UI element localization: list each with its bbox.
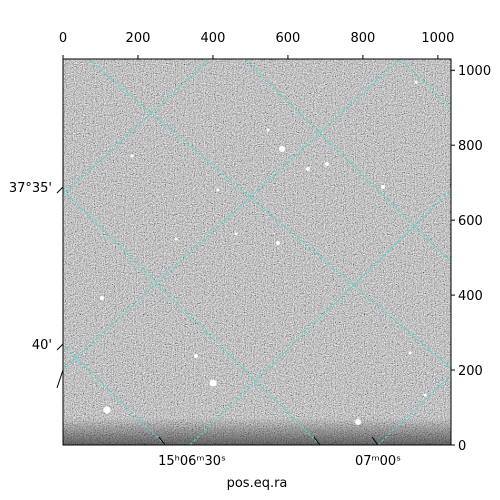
- y-tick-label: 600: [458, 214, 483, 229]
- y-tick-label: 0: [458, 439, 466, 454]
- edge-shade: [63, 59, 451, 445]
- y-tick-label: 400: [458, 289, 483, 304]
- image-area: [62, 58, 452, 446]
- y-tick-label: 1000: [458, 64, 491, 79]
- x-tick-label: 1000: [421, 31, 454, 46]
- x-tick-label: 400: [201, 31, 226, 46]
- x-tick-label: 200: [126, 31, 151, 46]
- ra-tick-label: 07ᵐ00ˢ: [355, 454, 401, 469]
- coordinate-grid: [63, 59, 451, 445]
- dec-tick-label: 37°35': [9, 181, 52, 196]
- stars: [100, 80, 427, 425]
- x-tick-label: 800: [350, 31, 375, 46]
- ra-tick-label: 15ʰ06ᵐ30ˢ: [158, 454, 226, 469]
- x-tick-label: 600: [276, 31, 301, 46]
- frame: [62, 58, 452, 446]
- dec-tick-label: 40': [32, 338, 52, 353]
- x-axis-label: pos.eq.ra: [227, 476, 288, 491]
- y-tick-label: 200: [458, 364, 483, 379]
- x-tick-label: 0: [59, 31, 67, 46]
- y-tick-label: 800: [458, 139, 483, 154]
- wcs-ticks: [56, 186, 379, 446]
